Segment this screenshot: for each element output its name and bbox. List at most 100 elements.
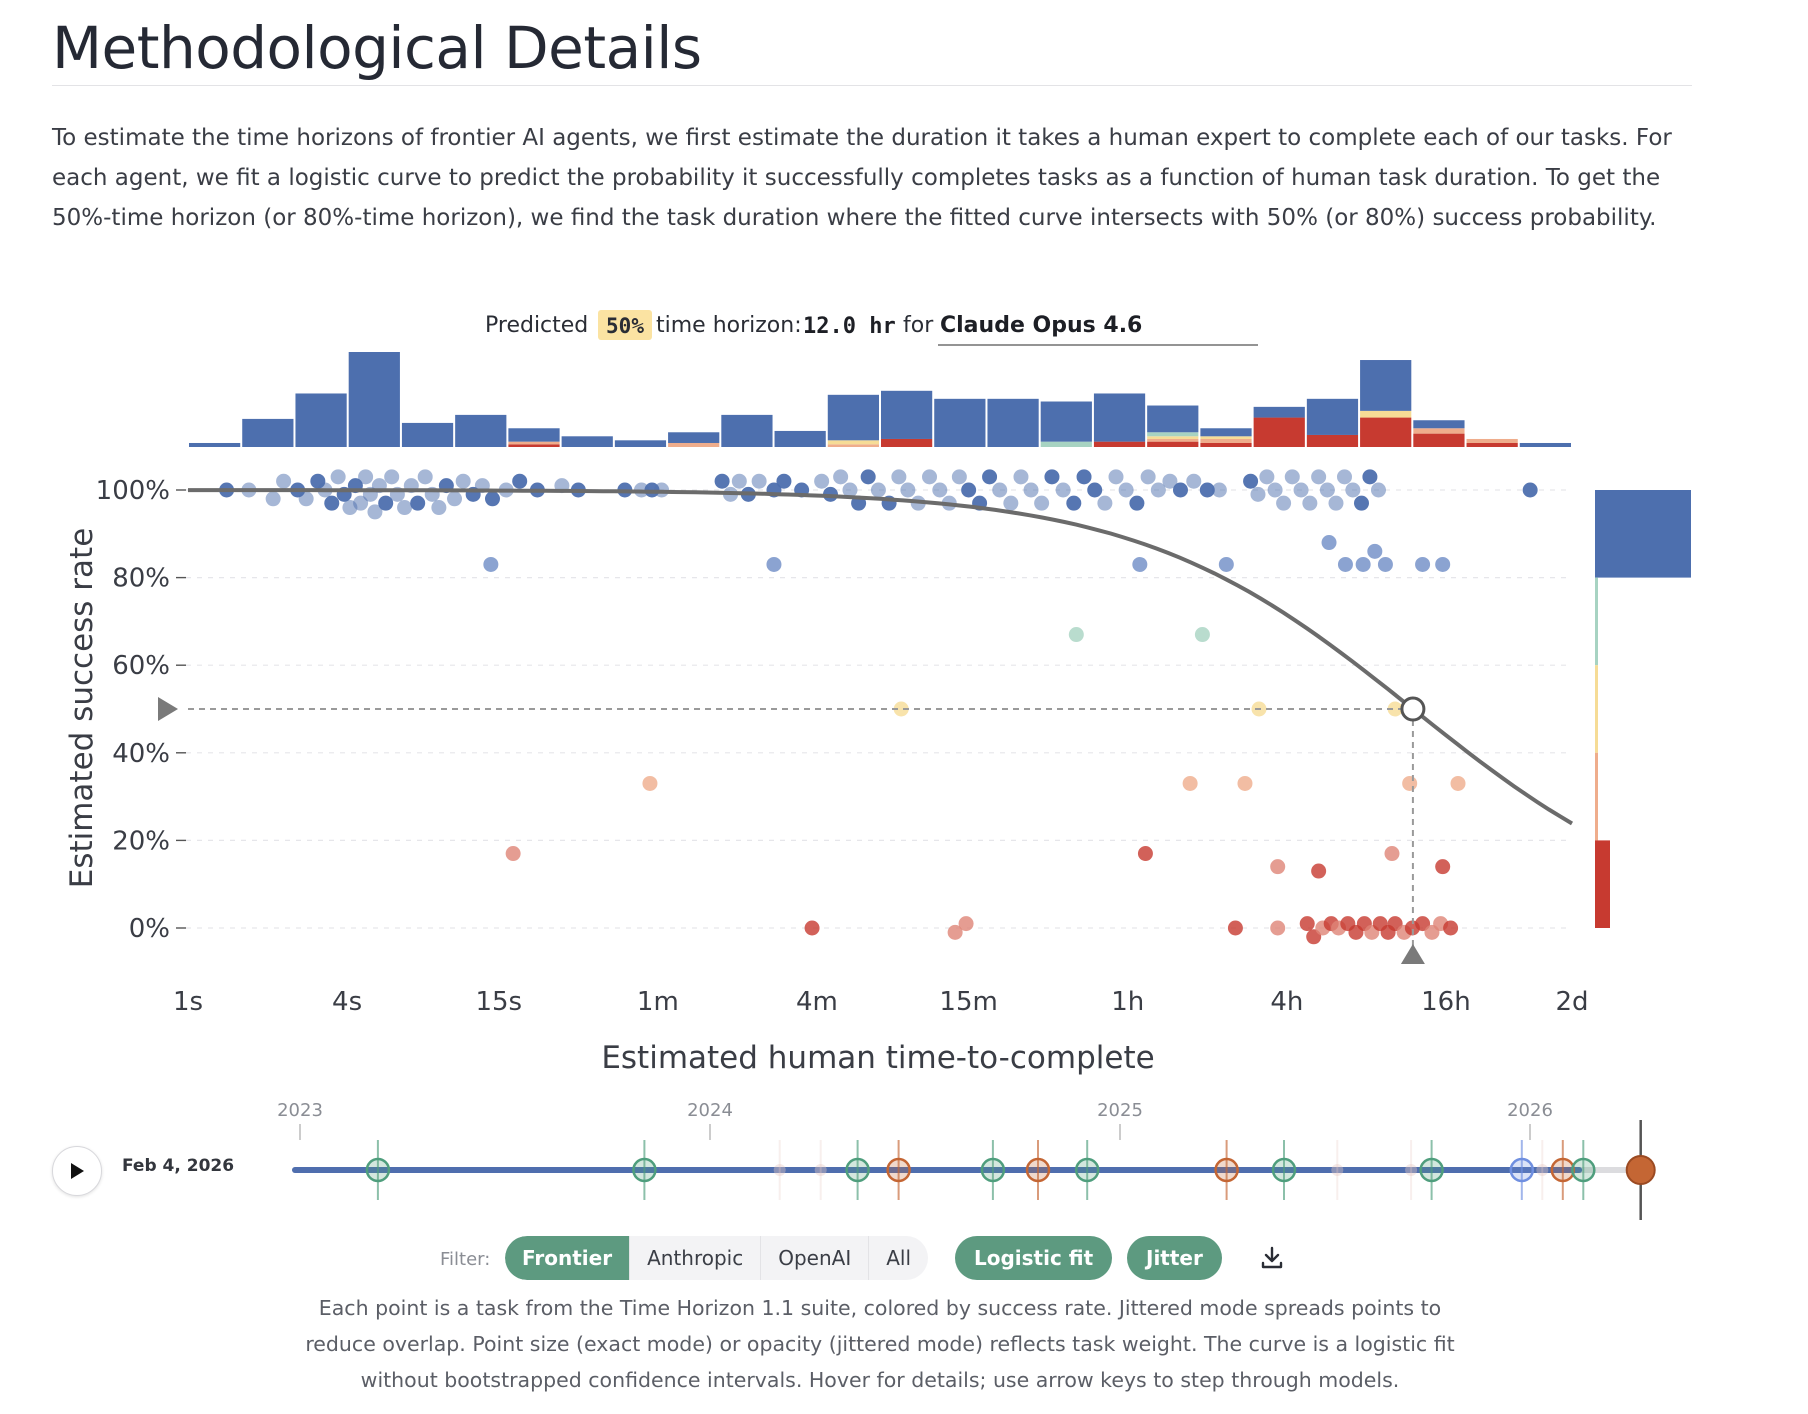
success-distribution-segment	[1595, 840, 1610, 928]
task-point	[1284, 469, 1300, 485]
y-tick-label: 100%	[96, 476, 170, 506]
horizon-point	[1400, 696, 1426, 722]
histogram-bar	[295, 393, 347, 447]
task-point	[1087, 482, 1103, 498]
task-point	[1003, 495, 1019, 511]
intro-paragraph: To estimate the time horizons of frontie…	[52, 125, 1672, 231]
histogram-bar	[1147, 441, 1199, 447]
histogram-bar	[1200, 428, 1252, 437]
play-button[interactable]	[52, 1146, 102, 1196]
histogram-bar	[1040, 441, 1092, 447]
time-horizon-chart[interactable]: Predicted 50% time horizon: 12.0 hr for …	[0, 290, 1808, 1090]
task-point	[1293, 482, 1309, 498]
title-divider	[52, 85, 1692, 86]
histogram-bar	[348, 352, 400, 447]
task-point	[1415, 916, 1431, 932]
histogram-bar	[242, 418, 294, 447]
task-point	[353, 495, 369, 511]
histogram-bar	[1519, 442, 1571, 447]
task-point	[384, 469, 400, 485]
filter-frontier[interactable]: Frontier	[505, 1236, 631, 1280]
task-point	[1522, 482, 1538, 498]
histogram-bar	[1200, 442, 1252, 447]
task-point	[1162, 473, 1178, 489]
jitter-toggle[interactable]: Jitter	[1127, 1236, 1222, 1280]
task-point	[1276, 495, 1292, 511]
task-point	[1097, 495, 1113, 511]
task-point	[1362, 469, 1378, 485]
timeline-model-marker	[1271, 1157, 1297, 1183]
y-tick-label: 20%	[112, 826, 170, 856]
header-percent-highlight	[598, 310, 652, 340]
task-point	[1218, 556, 1234, 572]
header-middle: time horizon:	[656, 313, 802, 338]
horizon-marker-y-icon	[158, 697, 178, 721]
header-percent: 50%	[606, 314, 644, 338]
x-tick-label: 4m	[796, 987, 838, 1017]
task-point	[417, 469, 433, 485]
download-icon[interactable]	[1258, 1244, 1286, 1272]
header-prefix: Predicted	[485, 313, 588, 338]
task-point	[714, 473, 730, 489]
histogram-bar	[1093, 441, 1146, 447]
histogram-bar	[1093, 393, 1146, 442]
histogram-bar	[455, 414, 507, 447]
histogram-bar	[1360, 417, 1412, 447]
filter-anthropic[interactable]: Anthropic	[630, 1236, 762, 1280]
task-point	[378, 495, 394, 511]
task-point	[1311, 469, 1327, 485]
task-point	[751, 473, 767, 489]
task-point	[1150, 482, 1166, 498]
histogram	[189, 352, 1571, 447]
histogram-bar	[774, 430, 826, 447]
task-point	[870, 482, 886, 498]
timeline-year-label: 2024	[687, 1100, 733, 1121]
histogram-bar	[189, 442, 241, 447]
timeline-year-ticks: 2023 2024 2025 2026	[277, 1100, 1553, 1140]
task-point	[483, 556, 499, 572]
timeline-model-marker	[1074, 1157, 1100, 1183]
task-point	[1336, 469, 1352, 485]
model-timeline[interactable]: 2023 2024 2025 2026	[0, 1090, 1808, 1230]
task-point	[410, 495, 426, 511]
logistic-fit-toggle[interactable]: Logistic fit	[955, 1236, 1113, 1280]
task-point	[1384, 846, 1400, 862]
task-point	[1345, 482, 1361, 498]
task-point	[1267, 482, 1283, 498]
y-tick-label: 80%	[112, 564, 170, 594]
filter-all[interactable]: All	[886, 1246, 912, 1270]
filter-openai[interactable]: OpenAI	[761, 1236, 870, 1280]
logistic-curve-line	[188, 488, 1574, 826]
task-point	[1443, 920, 1459, 936]
histogram-bar	[1200, 438, 1252, 443]
task-point	[1270, 920, 1286, 936]
y-axis-title: Estimated success rate	[64, 528, 100, 889]
logistic-curve	[188, 488, 1574, 826]
timeline-current-model[interactable]	[1625, 1155, 1656, 1185]
task-point	[1023, 482, 1039, 498]
model-select[interactable]: Claude Opus 4.6	[940, 313, 1142, 338]
timeline-model-marker	[632, 1157, 657, 1183]
task-point	[1250, 486, 1266, 502]
task-point	[324, 495, 340, 511]
task-point	[1355, 556, 1371, 572]
histogram-bar	[1466, 438, 1518, 443]
task-point	[731, 473, 747, 489]
task-point	[1129, 495, 1145, 511]
task-point	[1321, 535, 1337, 551]
task-point	[397, 500, 413, 516]
task-point	[1013, 469, 1029, 485]
histogram-bar	[1040, 401, 1092, 442]
task-point	[455, 473, 471, 489]
horizon-marker-x-icon	[1400, 944, 1425, 964]
task-point	[1055, 482, 1071, 498]
timeline-model-marker	[1214, 1157, 1239, 1183]
task-point	[961, 482, 977, 498]
histogram-bar	[614, 440, 667, 447]
play-icon	[71, 1163, 84, 1179]
success-distribution-bar	[1595, 490, 1691, 928]
histogram-bar	[668, 442, 720, 447]
task-point	[1140, 469, 1156, 485]
y-gridlines	[186, 489, 1572, 929]
task-points[interactable]	[219, 469, 1538, 945]
